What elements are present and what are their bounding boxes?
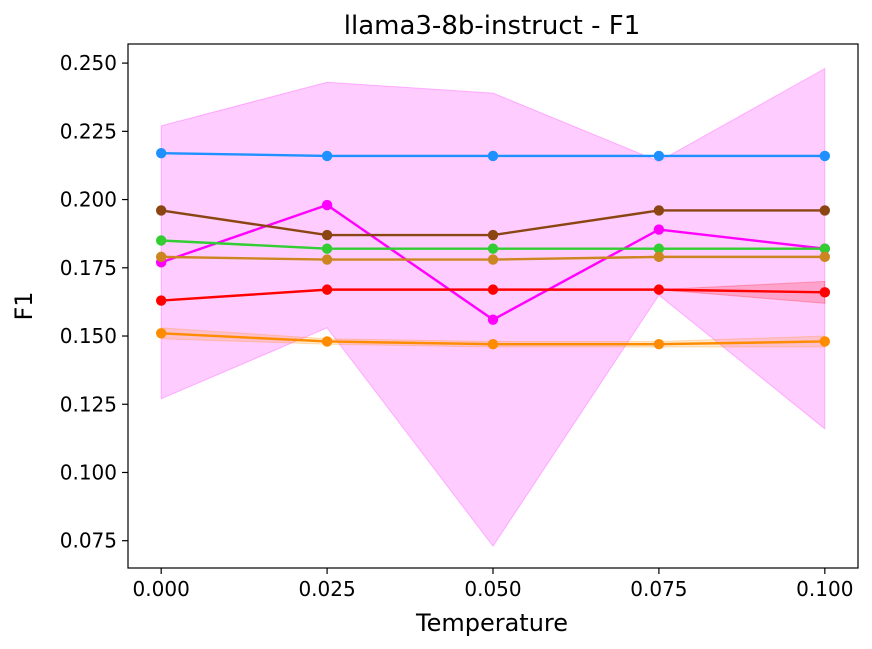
data-point-red bbox=[155, 295, 167, 306]
data-point-blue bbox=[653, 150, 665, 162]
data-point-magenta bbox=[653, 224, 665, 235]
data-point-brown bbox=[653, 205, 665, 216]
data-point-red bbox=[321, 284, 333, 295]
data-point-red bbox=[653, 284, 665, 295]
data-point-brown bbox=[321, 229, 333, 241]
data-point-green bbox=[653, 243, 665, 254]
y-tick-label: 0.125 bbox=[60, 392, 117, 416]
data-point-blue bbox=[819, 150, 831, 162]
data-point-orange bbox=[653, 339, 665, 350]
data-point-green bbox=[155, 235, 167, 246]
data-point-goldenrod bbox=[653, 251, 665, 263]
data-point-blue bbox=[155, 147, 167, 159]
x-tick-label: 0.075 bbox=[630, 577, 687, 601]
data-point-goldenrod bbox=[819, 251, 831, 263]
data-point-orange bbox=[487, 339, 499, 350]
data-point-magenta bbox=[487, 314, 499, 325]
data-point-brown bbox=[487, 229, 499, 241]
data-point-brown bbox=[819, 205, 831, 216]
y-tick-label: 0.250 bbox=[60, 51, 117, 75]
data-point-green bbox=[487, 243, 499, 254]
data-point-green bbox=[321, 243, 333, 254]
data-point-goldenrod bbox=[321, 254, 333, 265]
x-tick-label: 0.100 bbox=[796, 577, 853, 601]
x-axis-ticks: 0.000 0.025 0.050 0.075 0.100 bbox=[133, 568, 853, 601]
x-tick-label: 0.050 bbox=[464, 577, 521, 601]
y-tick-label: 0.225 bbox=[60, 119, 117, 143]
data-point-orange bbox=[321, 336, 333, 347]
y-axis-ticks: 0.075 0.100 0.125 0.150 0.175 0.200 0.225 0.250 bbox=[60, 51, 128, 553]
data-point-blue bbox=[487, 150, 499, 162]
data-point-brown bbox=[155, 205, 167, 216]
y-tick-label: 0.150 bbox=[60, 324, 117, 348]
y-tick-label: 0.075 bbox=[60, 529, 117, 553]
data-point-red bbox=[487, 284, 499, 295]
data-point-green bbox=[819, 243, 831, 254]
confidence-bands bbox=[160, 67, 826, 548]
data-point-orange bbox=[155, 328, 167, 339]
data-point-orange bbox=[819, 336, 831, 347]
band-magenta bbox=[160, 67, 826, 548]
x-axis-title: Temperature bbox=[415, 609, 568, 637]
x-tick-label: 0.025 bbox=[298, 577, 355, 601]
x-tick-label: 0.000 bbox=[133, 577, 190, 601]
y-tick-label: 0.200 bbox=[60, 188, 117, 212]
data-point-blue bbox=[321, 150, 333, 162]
chart-title: llama3-8b-instruct - F1 bbox=[344, 11, 641, 41]
data-point-red bbox=[819, 287, 831, 298]
series-points bbox=[155, 147, 831, 350]
data-point-goldenrod bbox=[487, 254, 499, 265]
y-axis-title: F1 bbox=[10, 291, 38, 320]
data-point-magenta bbox=[321, 199, 333, 211]
y-tick-label: 0.175 bbox=[60, 256, 117, 280]
y-tick-label: 0.100 bbox=[60, 460, 117, 484]
data-point-goldenrod bbox=[155, 251, 167, 263]
